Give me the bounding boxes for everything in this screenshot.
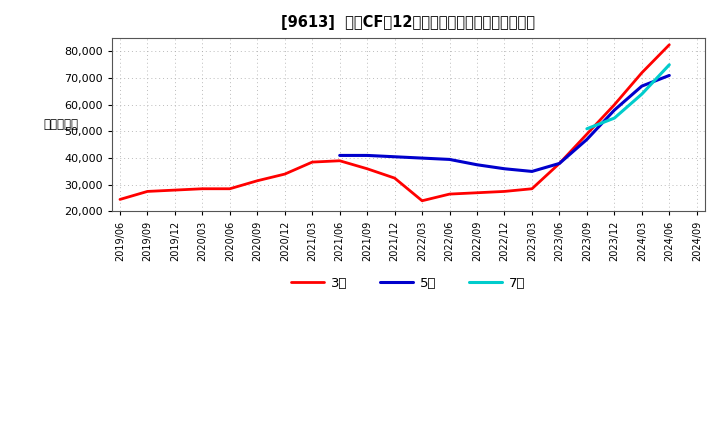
3年 xyxy=(308,159,317,165)
5年 xyxy=(582,137,591,142)
3年 xyxy=(336,158,344,163)
5年 xyxy=(555,161,564,166)
3年 xyxy=(528,186,536,191)
Line: 3年: 3年 xyxy=(120,45,670,201)
3年 xyxy=(116,197,125,202)
3年 xyxy=(445,191,454,197)
3年 xyxy=(610,102,618,107)
3年 xyxy=(171,187,179,193)
5年 xyxy=(500,166,509,172)
3年 xyxy=(281,172,289,177)
3年 xyxy=(198,186,207,191)
5年 xyxy=(390,154,399,159)
Line: 5年: 5年 xyxy=(340,75,670,172)
3年 xyxy=(500,189,509,194)
5年 xyxy=(363,153,372,158)
Y-axis label: （百万円）: （百万円） xyxy=(44,118,78,131)
3年 xyxy=(418,198,426,203)
5年 xyxy=(418,155,426,161)
5年 xyxy=(665,73,674,78)
7年 xyxy=(665,62,674,67)
7年 xyxy=(582,126,591,132)
Line: 7年: 7年 xyxy=(587,65,670,129)
5年 xyxy=(637,84,646,89)
5年 xyxy=(473,162,482,167)
5年 xyxy=(445,157,454,162)
3年 xyxy=(637,70,646,75)
Title: [9613]  営業CFの12か月移動合計の標準偏差の推移: [9613] 営業CFの12か月移動合計の標準偏差の推移 xyxy=(282,15,536,30)
7年 xyxy=(637,92,646,97)
3年 xyxy=(555,161,564,166)
3年 xyxy=(143,189,152,194)
Legend: 3年, 5年, 7年: 3年, 5年, 7年 xyxy=(286,271,531,295)
3年 xyxy=(253,178,261,183)
3年 xyxy=(363,166,372,172)
3年 xyxy=(473,190,482,195)
3年 xyxy=(582,132,591,137)
5年 xyxy=(610,107,618,113)
3年 xyxy=(390,176,399,181)
3年 xyxy=(225,186,234,191)
7年 xyxy=(610,115,618,121)
3年 xyxy=(665,42,674,48)
5年 xyxy=(336,153,344,158)
5年 xyxy=(528,169,536,174)
